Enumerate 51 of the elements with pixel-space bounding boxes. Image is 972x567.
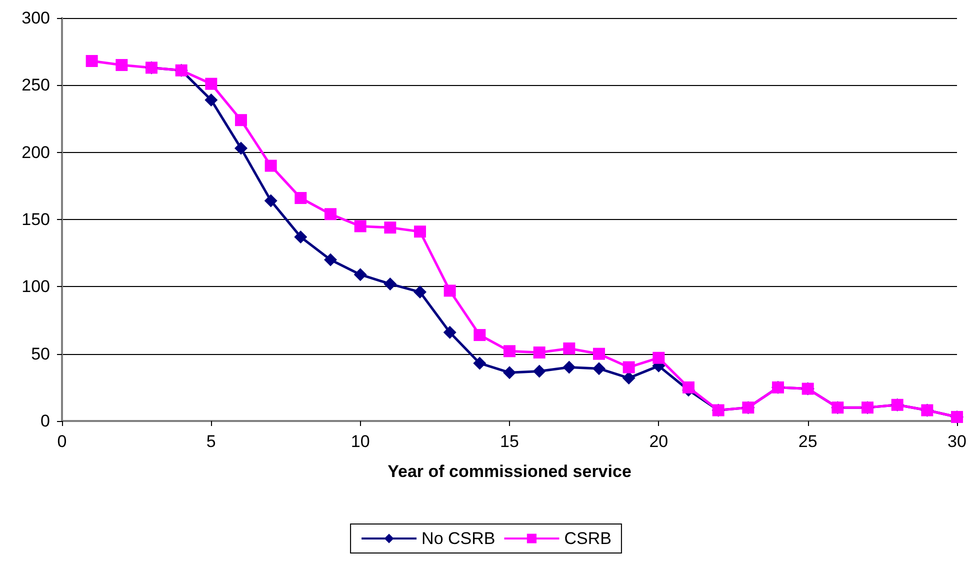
point — [204, 93, 218, 106]
x-axis-title: Year of commissioned service — [388, 462, 632, 481]
point — [503, 366, 516, 380]
legend-label: No CSRB — [422, 529, 496, 548]
point — [652, 352, 665, 364]
x-tick-label: 10 — [350, 432, 370, 451]
point — [474, 329, 486, 342]
point — [563, 342, 576, 354]
point — [592, 362, 606, 376]
point — [622, 361, 635, 374]
y-tick-label: 0 — [40, 412, 50, 430]
point — [264, 194, 278, 208]
point — [532, 364, 546, 378]
x-tick-label: 20 — [649, 432, 668, 451]
point — [562, 360, 576, 374]
point — [354, 268, 367, 282]
point — [682, 381, 694, 394]
point — [324, 253, 337, 266]
point — [205, 78, 218, 90]
point — [264, 160, 277, 172]
point — [622, 372, 636, 385]
x-tick-label: 5 — [206, 432, 216, 451]
y-tick-label: 250 — [22, 76, 50, 95]
point — [504, 345, 516, 358]
point — [414, 286, 426, 299]
point — [294, 192, 307, 204]
point — [86, 54, 98, 67]
point — [414, 226, 426, 238]
point — [234, 142, 248, 155]
point — [235, 114, 247, 126]
point — [116, 59, 128, 72]
point — [384, 222, 396, 234]
point — [324, 208, 336, 220]
point — [593, 348, 605, 360]
x-tick-label: 15 — [500, 432, 519, 451]
x-tick-label: 30 — [948, 432, 966, 451]
legend-label: CSRB — [564, 529, 612, 548]
x-tick-label: 0 — [57, 432, 67, 451]
point — [533, 346, 546, 358]
point — [473, 356, 486, 370]
point — [294, 230, 308, 244]
y-tick-label: 100 — [22, 277, 50, 296]
y-tick-label: 200 — [22, 142, 50, 162]
point — [384, 277, 397, 290]
x-tick-label: 25 — [798, 432, 818, 451]
point — [443, 326, 456, 339]
y-tick-label: 300 — [22, 8, 50, 28]
y-tick-label: 150 — [22, 210, 50, 229]
point — [354, 220, 366, 232]
y-tick-label: 50 — [31, 344, 50, 364]
point — [444, 284, 456, 297]
